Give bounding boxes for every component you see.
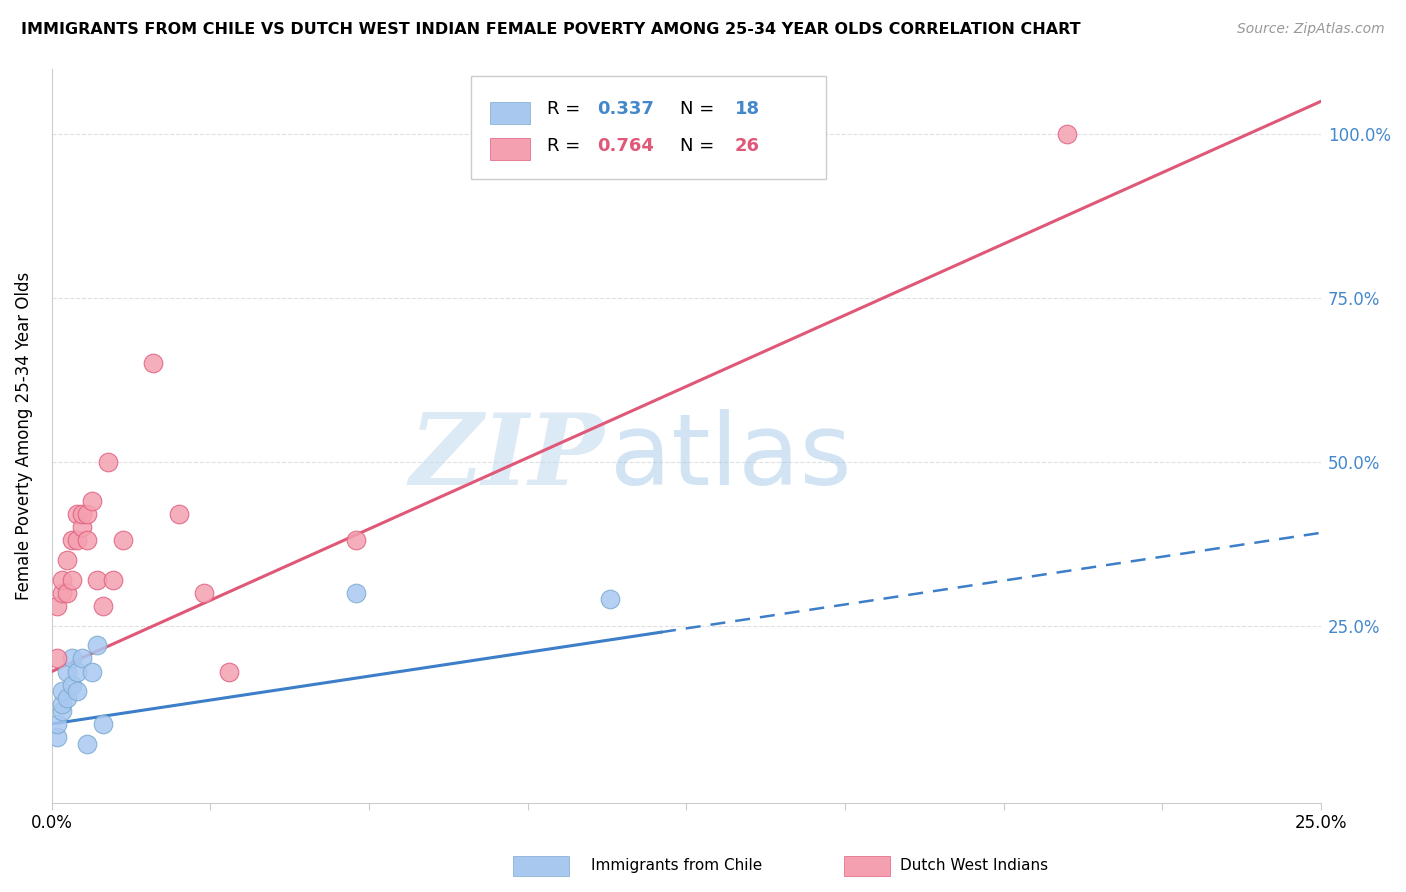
Text: 26: 26 <box>735 136 759 154</box>
Text: IMMIGRANTS FROM CHILE VS DUTCH WEST INDIAN FEMALE POVERTY AMONG 25-34 YEAR OLDS : IMMIGRANTS FROM CHILE VS DUTCH WEST INDI… <box>21 22 1081 37</box>
Point <box>97 455 120 469</box>
FancyBboxPatch shape <box>489 102 530 124</box>
Point <box>51 704 73 718</box>
Point <box>70 651 93 665</box>
Text: N =: N = <box>681 100 720 118</box>
Point <box>45 599 67 613</box>
Point <box>86 573 108 587</box>
Text: ZIP: ZIP <box>409 409 605 506</box>
Text: R =: R = <box>547 136 586 154</box>
Point <box>66 507 89 521</box>
Point <box>111 533 134 548</box>
Point <box>56 586 79 600</box>
Point <box>91 717 114 731</box>
Point <box>101 573 124 587</box>
Text: Source: ZipAtlas.com: Source: ZipAtlas.com <box>1237 22 1385 37</box>
Text: 18: 18 <box>735 100 759 118</box>
Point <box>56 553 79 567</box>
Point <box>70 520 93 534</box>
Point <box>344 533 367 548</box>
Point <box>91 599 114 613</box>
Text: 0.337: 0.337 <box>598 100 654 118</box>
Point <box>51 684 73 698</box>
FancyBboxPatch shape <box>471 76 827 178</box>
Point <box>66 684 89 698</box>
Point <box>344 586 367 600</box>
Point <box>66 665 89 679</box>
Point <box>76 533 98 548</box>
Point <box>51 573 73 587</box>
Point <box>60 651 83 665</box>
Point <box>66 533 89 548</box>
Point <box>45 717 67 731</box>
Point <box>193 586 215 600</box>
Point <box>51 698 73 712</box>
Point <box>76 737 98 751</box>
Point <box>45 730 67 744</box>
Point <box>167 507 190 521</box>
Point <box>60 678 83 692</box>
Point <box>82 665 104 679</box>
FancyBboxPatch shape <box>489 138 530 161</box>
Text: Immigrants from Chile: Immigrants from Chile <box>591 858 762 872</box>
Point <box>1056 127 1078 141</box>
Text: Dutch West Indians: Dutch West Indians <box>900 858 1047 872</box>
Text: R =: R = <box>547 100 586 118</box>
Point <box>51 586 73 600</box>
Point <box>70 507 93 521</box>
Point <box>599 592 621 607</box>
Text: N =: N = <box>681 136 720 154</box>
Point <box>60 573 83 587</box>
Point <box>56 690 79 705</box>
Point <box>86 638 108 652</box>
Point <box>142 356 165 370</box>
Point <box>82 494 104 508</box>
Point <box>218 665 240 679</box>
Point <box>60 533 83 548</box>
Point <box>76 507 98 521</box>
Y-axis label: Female Poverty Among 25-34 Year Olds: Female Poverty Among 25-34 Year Olds <box>15 271 32 599</box>
Point <box>45 651 67 665</box>
Text: atlas: atlas <box>610 409 852 506</box>
Text: 0.764: 0.764 <box>598 136 654 154</box>
Point <box>56 665 79 679</box>
